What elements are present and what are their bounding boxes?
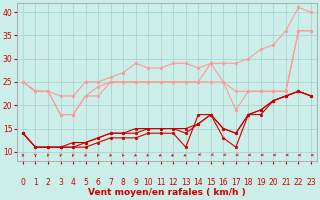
X-axis label: Vent moyen/en rafales ( km/h ): Vent moyen/en rafales ( km/h ) xyxy=(88,188,246,197)
